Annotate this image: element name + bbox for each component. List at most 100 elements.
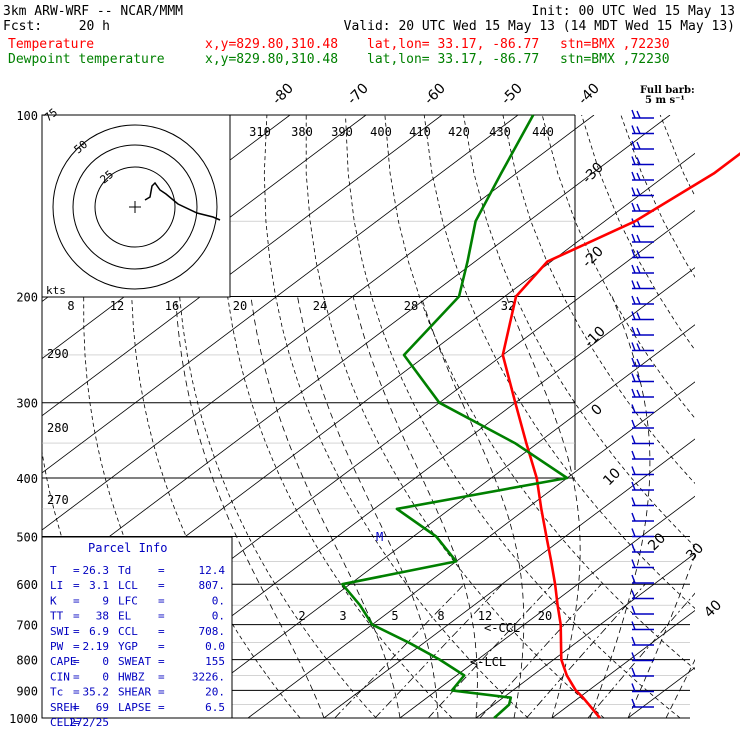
moist-adiabat <box>665 658 695 718</box>
parcel-eq2: = <box>158 655 165 668</box>
pressure-label-1000: 1000 <box>9 712 38 726</box>
legend-temp-latlon: lat,lon= 33.17, -86.77 <box>367 37 539 52</box>
isotherm-label-0: 0 <box>588 401 606 419</box>
wind-barb <box>631 543 654 553</box>
wind-barb <box>631 326 654 336</box>
parcel-key: LI <box>50 579 63 592</box>
wind-barb-flag <box>631 388 636 398</box>
moist-adiabat <box>175 296 325 718</box>
wind-barb <box>631 171 654 181</box>
parcel-value: 69 <box>96 701 109 714</box>
wind-barb-flag <box>631 528 636 537</box>
parcel-key: TT <box>50 610 64 623</box>
parcel-eq2: = <box>158 564 165 577</box>
wind-barb-flag <box>631 404 636 413</box>
parcel-eq: = <box>73 716 80 729</box>
wind-barb <box>631 605 654 615</box>
wind-barb-flag <box>631 187 636 196</box>
wind-barb-half <box>636 296 641 305</box>
parcel-eq: = <box>73 625 80 638</box>
wind-barb-flag <box>631 559 636 568</box>
parcel-eq2: = <box>158 686 165 699</box>
mixratio-label-24: 24 <box>313 299 327 313</box>
mixratio-label-12: 12 <box>110 299 124 313</box>
theta-e-label-290: 290 <box>47 347 69 361</box>
wind-barb-half <box>636 157 641 165</box>
legend-dewpoint: Dewpoint temperature <box>8 52 165 67</box>
pressure-label-400: 400 <box>16 472 38 486</box>
wind-barb-half <box>636 172 641 181</box>
mixratio-low-label-5: 5 <box>391 609 398 623</box>
theta-label-380: 380 <box>291 125 313 139</box>
moist-adiabat <box>589 296 651 718</box>
isotherm-label-30: 30 <box>683 540 707 564</box>
pressure-label-900: 900 <box>16 684 38 698</box>
dry-adiabat <box>177 115 377 718</box>
wind-barb-half <box>636 250 641 258</box>
parcel-eq2: = <box>158 625 165 638</box>
isotherm <box>475 552 695 718</box>
parcel-key2: SHEAR <box>118 686 151 699</box>
mixratio-low-label-8: 8 <box>437 609 444 623</box>
mixing-ratio-line <box>587 592 695 718</box>
parcel-key: T <box>50 564 57 577</box>
isotherm <box>42 115 671 588</box>
wind-barb <box>631 450 654 460</box>
wind-barb-half <box>636 203 641 212</box>
wind-barb-flag <box>631 109 636 119</box>
parcel-eq: = <box>73 701 80 714</box>
isotherm-label--60: -60 <box>421 80 448 107</box>
parcel-key: CIN <box>50 670 70 683</box>
wind-barb <box>631 435 654 445</box>
parcel-key2: HWBZ <box>118 670 145 683</box>
wind-barb-half <box>636 281 641 289</box>
isotherm <box>42 115 367 360</box>
parcel-key2: LFC <box>118 594 138 607</box>
wind-barb-half <box>636 110 641 119</box>
parcel-key2: SWEAT <box>118 655 151 668</box>
mixratio-low-label-3: 3 <box>339 609 346 623</box>
legend-temp-stn: stn=BMX ,72230 <box>560 37 670 52</box>
wind-barb <box>631 481 654 491</box>
parcel-eq: = <box>73 594 80 607</box>
parcel-value: 0 <box>102 670 109 683</box>
pressure-label-100: 100 <box>16 109 38 123</box>
isotherm <box>171 324 695 718</box>
wind-barb-half <box>636 265 641 274</box>
wind-barb-flag <box>631 652 636 661</box>
legend-dew-latlon: lat,lon= 33.17, -86.77 <box>367 52 539 67</box>
moist-adiabat <box>505 296 581 718</box>
mixratio-label-32: 32 <box>501 299 515 313</box>
parcel-key2: Td <box>118 564 131 577</box>
wind-barb-flag <box>631 156 636 165</box>
wind-barb-half <box>636 343 641 351</box>
wind-barb-half <box>636 126 641 134</box>
hodograph-ring-50 <box>72 144 198 270</box>
isotherms <box>42 115 740 718</box>
legend-dew-stn: stn=BMX ,72230 <box>560 52 670 67</box>
wind-barb <box>631 636 654 646</box>
valid-time: Valid: 20 UTC Wed 15 May 13 (14 MDT Wed … <box>344 19 735 34</box>
wind-barb-flag <box>631 342 636 351</box>
parcel-key: Tc <box>50 686 63 699</box>
mixratio-low-label-2: 2 <box>298 609 305 623</box>
wind-barb-flag <box>631 667 636 677</box>
moist-adiabat <box>352 296 478 718</box>
isotherm <box>42 115 519 474</box>
parcel-value2: 0. <box>212 610 225 623</box>
forecast-value: 20 h <box>79 19 110 34</box>
wind-barb <box>631 528 654 538</box>
isotherm <box>323 438 695 718</box>
wind-barb-half <box>636 141 641 150</box>
hodograph-ring-25 <box>94 166 176 248</box>
parcel-eq2: = <box>158 610 165 623</box>
theta-label-430: 430 <box>489 125 511 139</box>
legend-dew-xy: x,y=829.80,310.48 <box>205 52 338 67</box>
wind-barb-flag <box>631 419 636 429</box>
hodograph-ring-75 <box>52 124 218 290</box>
parcel-value: 26.3 <box>83 564 110 577</box>
isotherm-label--10: -10 <box>581 323 608 350</box>
isotherm <box>704 115 740 718</box>
mixing-ratio-line <box>334 583 465 718</box>
